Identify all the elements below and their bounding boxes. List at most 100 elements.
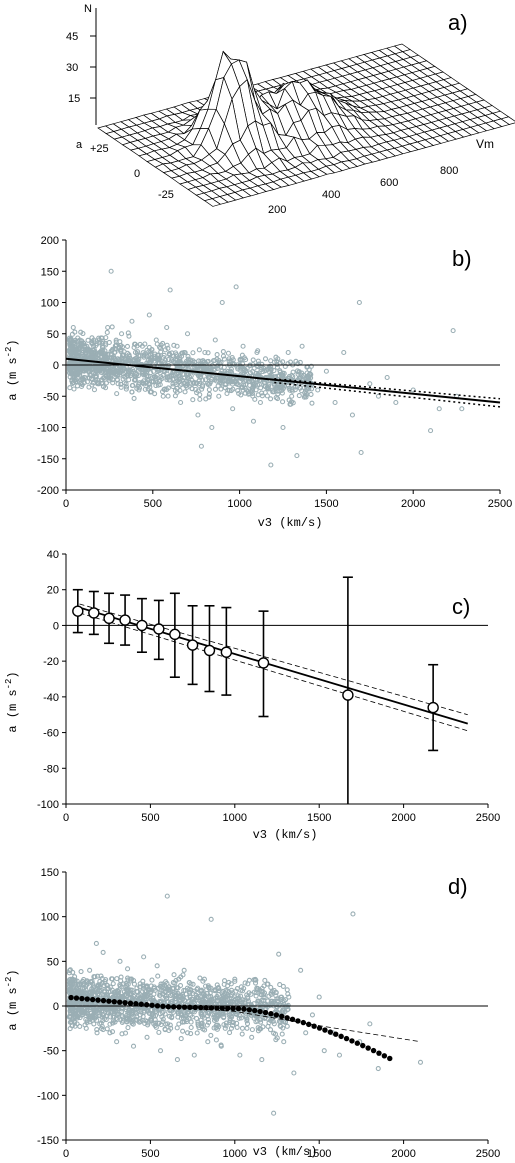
scatter-point (87, 1019, 93, 1025)
scatter-point (184, 384, 190, 390)
scatter-point (141, 372, 147, 378)
model-dot (316, 1025, 323, 1031)
scatter-point (212, 366, 218, 372)
scatter-point (144, 1034, 150, 1040)
scatter-point (164, 324, 170, 331)
scatter-point (114, 1006, 120, 1012)
scatter-point (203, 396, 209, 402)
mean-point (103, 612, 115, 624)
scatter-point (173, 996, 179, 1002)
scatter-point (173, 993, 179, 999)
scatter-point (183, 358, 189, 365)
scatter-point (67, 347, 73, 353)
scatter-point (66, 970, 72, 976)
scatter-point (121, 380, 127, 386)
scatter-point (428, 428, 434, 434)
x-axis-title: v3 (km/s) (258, 516, 323, 530)
scatter-point (268, 984, 274, 990)
scatter-point (254, 382, 261, 388)
mean-points (72, 576, 439, 804)
scatter-point (164, 995, 170, 1002)
model-dot (343, 1035, 350, 1042)
scatter-point (252, 381, 258, 387)
model-dot (252, 1007, 258, 1014)
scatter-point (131, 996, 137, 1002)
scatter-point (132, 341, 138, 347)
model-dot (311, 1023, 317, 1029)
surface-cell (203, 198, 222, 207)
scatter-point (154, 357, 160, 363)
scatter-point (111, 1006, 117, 1012)
scatter-point (79, 375, 85, 381)
scatter-point (84, 1018, 90, 1024)
scatter-point (116, 992, 122, 999)
scatter-point (68, 1010, 74, 1017)
mean-point (203, 644, 216, 657)
scatter-point (323, 368, 329, 374)
y-tick-label: -150 (37, 454, 59, 466)
scatter-point (165, 1021, 171, 1027)
scatter-point (267, 1027, 274, 1033)
scatter-point (135, 357, 141, 363)
scatter-point (157, 992, 163, 998)
scatter-point (189, 386, 195, 392)
scatter-point (160, 1016, 166, 1022)
mean-point (88, 607, 100, 619)
panel-label-a: a) (448, 10, 468, 35)
x-tick-label: 1500 (307, 812, 331, 824)
scatter-point (367, 381, 373, 387)
x-axis-title: v3 (km/s) (253, 828, 318, 842)
scatter-point (436, 406, 442, 412)
scatter-point (218, 998, 224, 1004)
scatter-point (277, 982, 283, 988)
scatter-point (147, 351, 154, 357)
scatter-point (87, 371, 93, 377)
scatter-point (94, 1017, 100, 1023)
scatter-point (137, 1012, 143, 1018)
model-dot (214, 1005, 220, 1011)
model-dot (333, 1031, 339, 1037)
mean-point (136, 619, 148, 632)
scatter-point (85, 337, 91, 343)
scatter-point (297, 359, 303, 366)
scatter-point (341, 349, 347, 356)
scatter-point (208, 1000, 214, 1006)
scatter-point (78, 383, 85, 389)
scatter-point (176, 376, 182, 382)
scatter-point (271, 988, 277, 994)
scatter-point (239, 1025, 246, 1031)
y-axis-label: a (76, 139, 83, 151)
z-axis-label: N (84, 3, 92, 15)
x-tick-label: 2000 (391, 812, 415, 824)
scatter-point (170, 384, 176, 390)
scatter-point (137, 981, 143, 987)
scatter-point (250, 418, 257, 424)
x-tick-label-200: 200 (268, 204, 286, 216)
model-dot (122, 999, 128, 1006)
scatter-point (239, 1031, 245, 1037)
scatter-point (89, 382, 95, 388)
scatter-point (168, 1025, 174, 1031)
scatter-point (129, 382, 135, 389)
model-dot (170, 1004, 177, 1010)
scatter-point (254, 985, 260, 991)
scatter-point (178, 381, 185, 387)
scatter-point (137, 380, 143, 386)
model-dot (376, 1050, 382, 1056)
scatter-point (131, 395, 137, 401)
scatter-point (164, 377, 170, 383)
scatter-point (94, 1030, 100, 1036)
scatter-point (183, 1014, 189, 1020)
z-tick-label-45: 45 (66, 31, 78, 43)
scatter-point (127, 976, 133, 982)
x-tick-label: 500 (141, 1148, 159, 1160)
scatter-point (84, 343, 90, 349)
scatter-point (188, 1019, 194, 1025)
tick-labels: 40 20 0 -20 -40 -60 -80 -100 0 500 1000 1500 2000 250… (37, 549, 500, 824)
scatter-point (274, 358, 280, 365)
scatter-points (66, 893, 424, 1116)
scatter-point (70, 344, 76, 350)
scatter-point (153, 383, 159, 389)
scatter-point (144, 1018, 150, 1024)
scatter-point (178, 1015, 184, 1021)
